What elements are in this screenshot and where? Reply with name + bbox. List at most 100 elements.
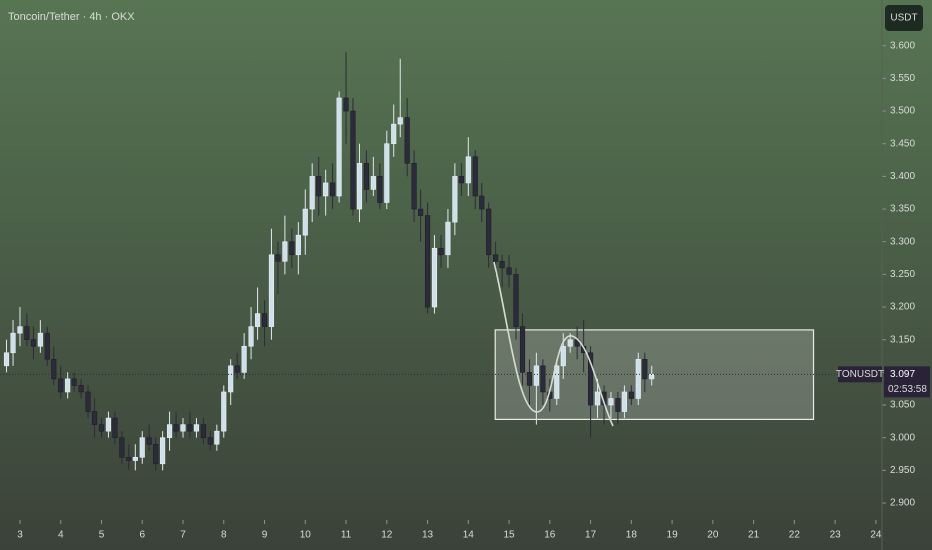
candle-body <box>17 326 23 334</box>
candle-body <box>479 195 485 210</box>
candle-body <box>37 332 43 347</box>
x-tick-label: 19 <box>667 530 679 541</box>
y-tick-label: 3.450 <box>890 138 915 149</box>
symbol-tag <box>838 366 882 383</box>
y-tick-label: 3.250 <box>890 269 915 280</box>
candle-body <box>241 345 247 373</box>
candle-body <box>323 182 329 197</box>
candle-body <box>350 110 356 210</box>
x-tick-label: 4 <box>58 530 64 541</box>
x-tick-label: 23 <box>830 530 842 541</box>
candle-body <box>228 365 234 393</box>
candle-body <box>587 352 594 406</box>
candle-body <box>132 456 138 461</box>
x-tick-label: 22 <box>789 530 801 541</box>
candle-body <box>187 424 193 432</box>
candle-body <box>85 391 91 412</box>
candle-body <box>275 254 281 262</box>
countdown-label: 02:53:58 <box>888 384 927 395</box>
y-tick-label: 2.950 <box>890 465 915 476</box>
candle-body <box>146 437 152 445</box>
candle-body <box>268 254 275 327</box>
candle-body <box>51 358 57 380</box>
y-tick-label: 3.550 <box>890 73 915 84</box>
candle-body <box>309 176 315 210</box>
x-tick-label: 24 <box>870 530 882 541</box>
x-tick-label: 14 <box>463 530 475 541</box>
x-tick-label: 16 <box>544 530 556 541</box>
candle-body <box>519 326 526 373</box>
candle-body <box>71 378 77 386</box>
y-tick-label: 2.900 <box>890 498 915 509</box>
x-tick-label: 21 <box>748 530 760 541</box>
candle-body <box>221 391 227 432</box>
currency-button[interactable] <box>885 5 923 31</box>
x-tick-label: 11 <box>341 530 352 541</box>
candle-body <box>594 391 601 406</box>
candle-body <box>119 437 125 458</box>
candle-body <box>30 339 37 347</box>
candle-body <box>289 241 295 256</box>
y-tick-label: 3.050 <box>890 400 915 411</box>
candle-body <box>180 424 186 432</box>
candle-body <box>621 391 627 412</box>
candle-body <box>166 424 173 438</box>
candle-body <box>438 247 444 256</box>
candle-body <box>193 424 200 432</box>
candle-body <box>316 176 322 197</box>
candle-body <box>255 313 261 327</box>
candle-body <box>173 424 179 432</box>
candle-body <box>234 365 240 373</box>
candle-body <box>486 208 492 256</box>
x-tick-label: 7 <box>180 530 186 541</box>
candle-body <box>472 156 478 197</box>
x-tick-label: 3 <box>17 530 23 541</box>
candle-body <box>493 254 499 262</box>
candle-body <box>526 372 533 386</box>
y-tick-label: 3.300 <box>890 236 915 247</box>
candle-body <box>458 176 464 184</box>
candle-body <box>567 339 573 347</box>
candle-body <box>200 424 206 438</box>
y-tick-label: 3.350 <box>890 204 915 215</box>
x-tick-label: 20 <box>707 530 719 541</box>
candle-body <box>424 215 431 308</box>
y-tick-label: 3.500 <box>890 106 915 117</box>
candle-body <box>397 117 403 125</box>
candle-body <box>404 117 410 164</box>
candle-body <box>533 365 539 386</box>
candle-body <box>3 352 10 367</box>
candle-body <box>112 417 118 438</box>
x-tick-label: 17 <box>585 530 597 541</box>
candle-body <box>261 313 268 327</box>
candle-body <box>418 208 424 216</box>
candle-body <box>615 398 621 412</box>
candle-body <box>370 176 376 190</box>
plot <box>0 52 882 471</box>
candle-body <box>65 378 71 393</box>
candle-body <box>635 358 641 399</box>
candle-body <box>295 234 301 256</box>
candle-body <box>377 176 383 203</box>
x-tick-label: 15 <box>504 530 516 541</box>
candle-body <box>445 221 451 256</box>
candle-body <box>411 163 417 210</box>
candle-body <box>24 326 30 340</box>
candle-body <box>126 456 132 461</box>
candle-body <box>452 176 458 223</box>
candle-body <box>465 156 471 184</box>
y-tick-label: 3.200 <box>890 302 915 313</box>
candle-body <box>153 443 159 465</box>
candle-body <box>160 437 166 465</box>
y-tick-label: 3.400 <box>890 171 915 182</box>
candle-body <box>649 374 655 380</box>
chart-title: Toncoin/Tether · 4h · OKX <box>8 11 135 23</box>
candle-body <box>91 411 98 425</box>
currency-label[interactable]: USDT <box>890 13 917 24</box>
candle-body <box>391 123 397 145</box>
candle-body <box>207 437 213 445</box>
candle-body <box>105 417 111 432</box>
candle-body <box>44 332 50 360</box>
x-tick-label: 9 <box>262 530 268 541</box>
